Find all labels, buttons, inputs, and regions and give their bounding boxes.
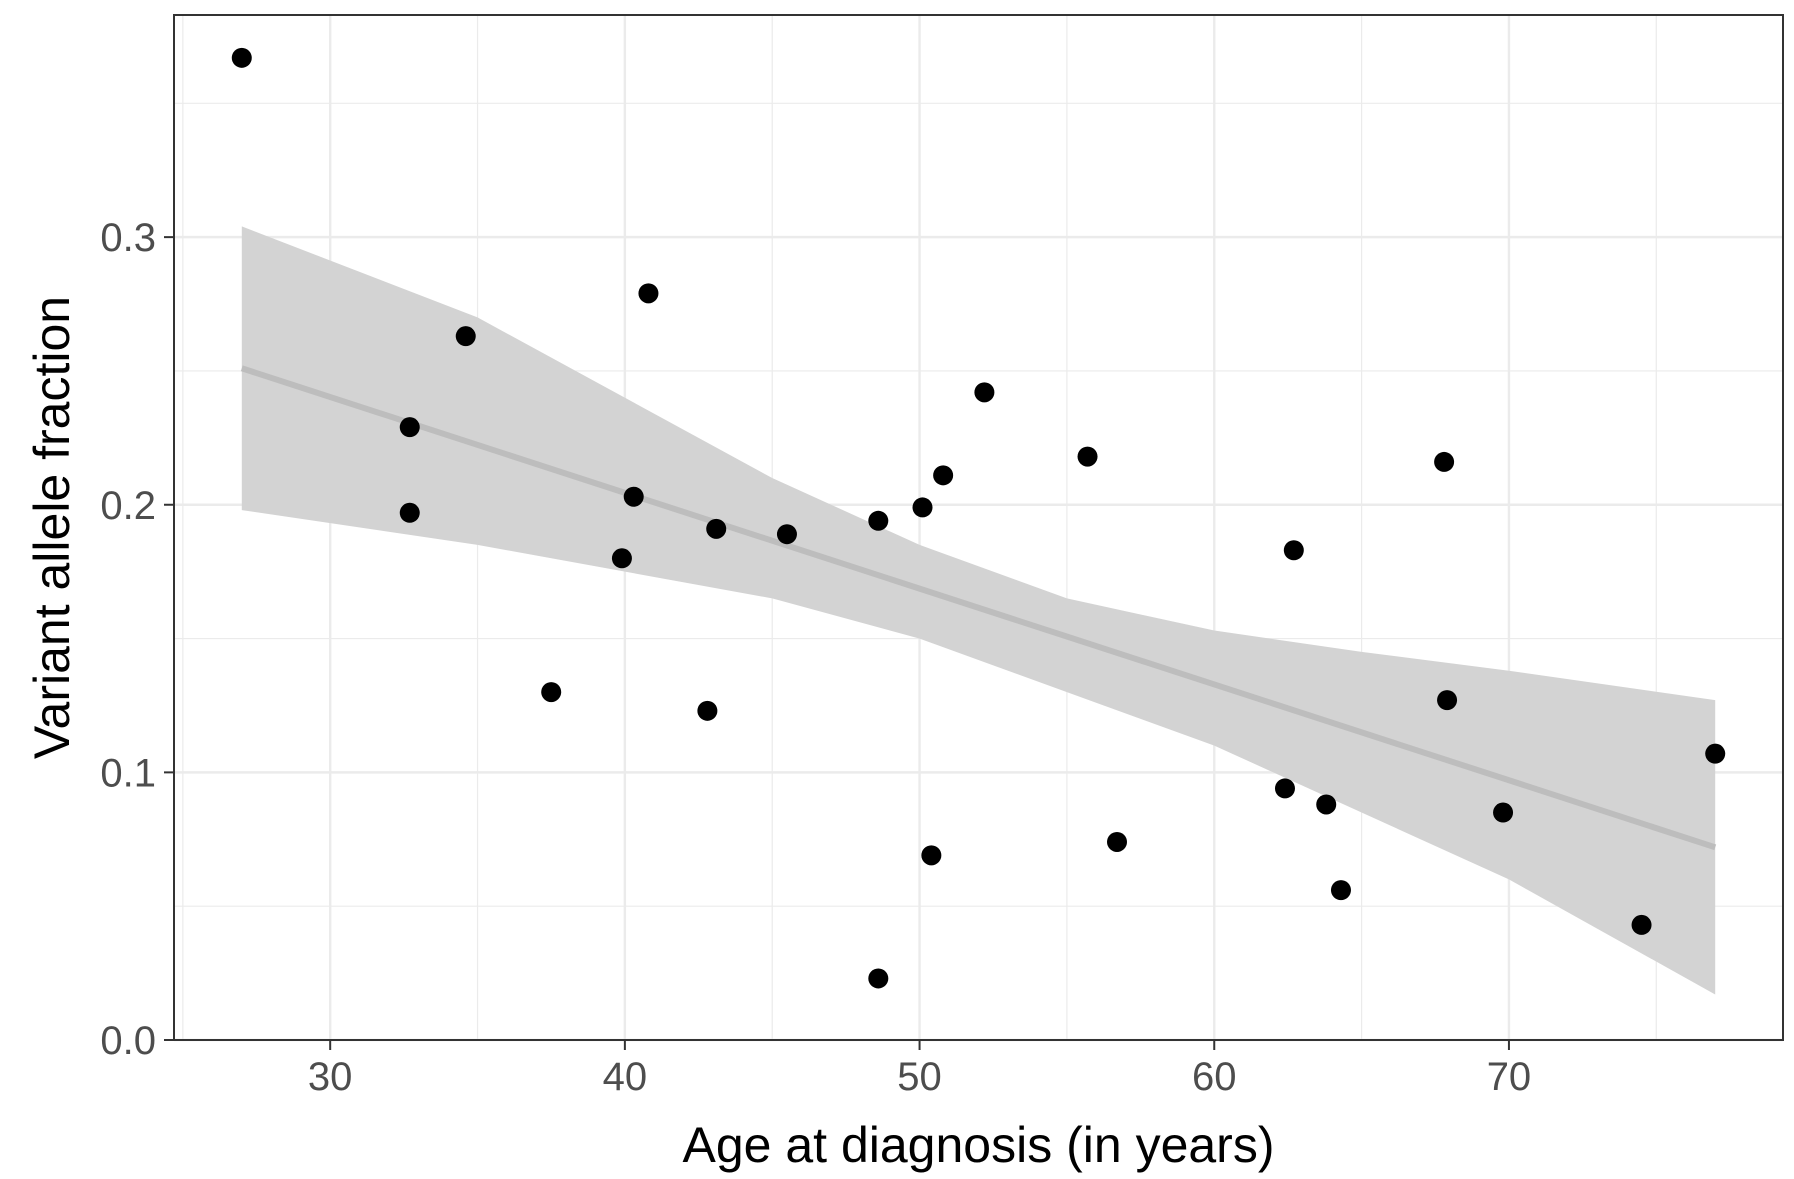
data-point (1434, 451, 1455, 472)
data-point (697, 700, 718, 721)
data-point (638, 283, 659, 304)
data-point (776, 524, 797, 545)
y-tick-label: 0.2 (100, 484, 156, 528)
data-point (1330, 880, 1351, 901)
major-gridlines (174, 15, 1783, 1042)
data-point (1631, 914, 1652, 935)
data-point (1705, 743, 1726, 764)
data-point (912, 497, 933, 518)
y-tick-label: 0.1 (100, 751, 156, 795)
data-point (1437, 690, 1458, 711)
x-tick-label: 40 (603, 1055, 648, 1099)
data-point (868, 510, 889, 531)
data-point (1274, 778, 1295, 799)
data-point (1077, 446, 1098, 467)
data-point (1107, 831, 1128, 852)
x-tick-label: 50 (897, 1055, 942, 1099)
data-point (921, 845, 942, 866)
y-axis-ticks: 0.0 0.1 0.2 0.3 (100, 216, 174, 1063)
data-points (231, 47, 1726, 989)
data-point (231, 47, 252, 68)
data-point (541, 682, 562, 703)
y-tick-label: 0.3 (100, 216, 156, 260)
data-point (868, 968, 889, 989)
minor-gridlines (174, 15, 1783, 1040)
data-point (455, 326, 476, 347)
data-point (1316, 794, 1337, 815)
data-point (1283, 540, 1304, 561)
regression-line (240, 365, 1717, 851)
data-point (933, 465, 954, 486)
data-point (399, 417, 420, 438)
plot-panel-border (173, 14, 1784, 1041)
x-axis-ticks: 30 40 50 60 70 (308, 1040, 1531, 1099)
x-axis-title: Age at diagnosis (in years) (683, 1117, 1275, 1173)
data-point (1493, 802, 1514, 823)
y-tick-label: 0.0 (100, 1019, 156, 1063)
data-point (611, 548, 632, 569)
x-tick-label: 30 (308, 1055, 353, 1099)
y-axis-title: Variant allele fraction (24, 296, 80, 759)
data-point (706, 518, 727, 539)
data-point (974, 382, 995, 403)
data-point (399, 502, 420, 523)
x-tick-label: 60 (1192, 1055, 1237, 1099)
data-point (623, 486, 644, 507)
x-tick-label: 70 (1487, 1055, 1532, 1099)
